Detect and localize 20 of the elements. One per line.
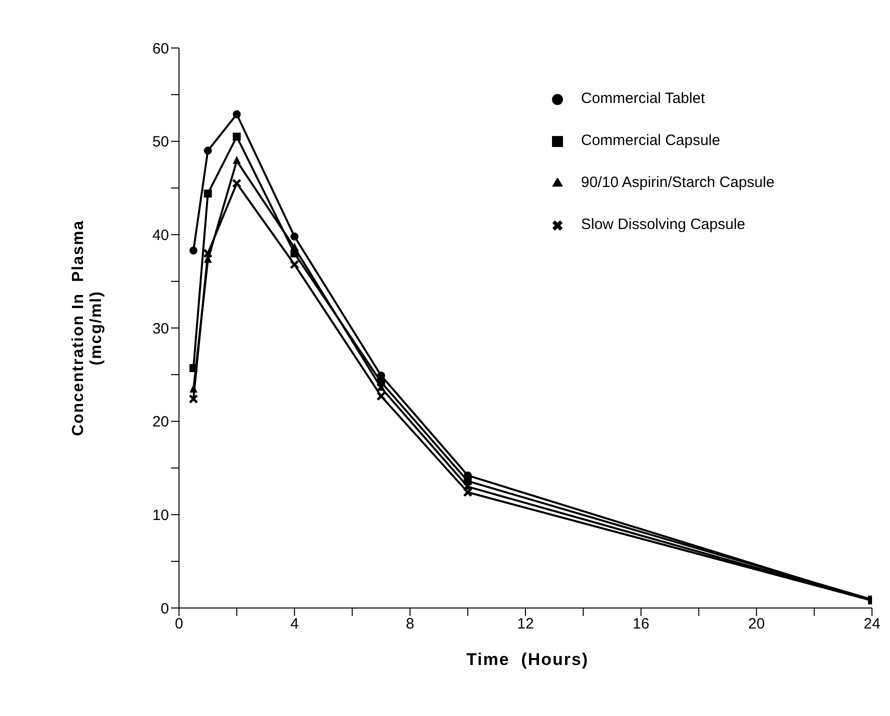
y-tick-label: 30 (152, 320, 169, 338)
x-axis-title: Time (Hours) (465, 650, 590, 670)
x-tick-label: 20 (748, 616, 765, 633)
legend-label: 90/10 Aspirin/Starch Capsule (581, 174, 774, 191)
x-tick-label: 16 (632, 616, 650, 633)
legend-label: Commercial Tablet (581, 90, 705, 107)
x-tick-label: 12 (517, 616, 534, 633)
y-tick-label: 0 (160, 600, 169, 618)
y-tick-label: 20 (152, 414, 169, 431)
y-tick-label: 50 (152, 134, 169, 151)
x-tick-label: 0 (174, 616, 184, 633)
legend-label: Commercial Capsule (581, 132, 720, 149)
legend-label: Slow Dissolving Capsule (581, 216, 746, 233)
y-axis-title: Concentration In Plasma (mcg/ml) (70, 220, 106, 436)
y-tick-label: 10 (152, 506, 169, 524)
x-tick-label: 8 (406, 616, 414, 633)
y-tick-label: 40 (152, 226, 169, 244)
x-tick-label: 4 (290, 616, 299, 633)
y-tick-label: 60 (152, 40, 169, 58)
x-tick-label: 24 (864, 616, 880, 633)
